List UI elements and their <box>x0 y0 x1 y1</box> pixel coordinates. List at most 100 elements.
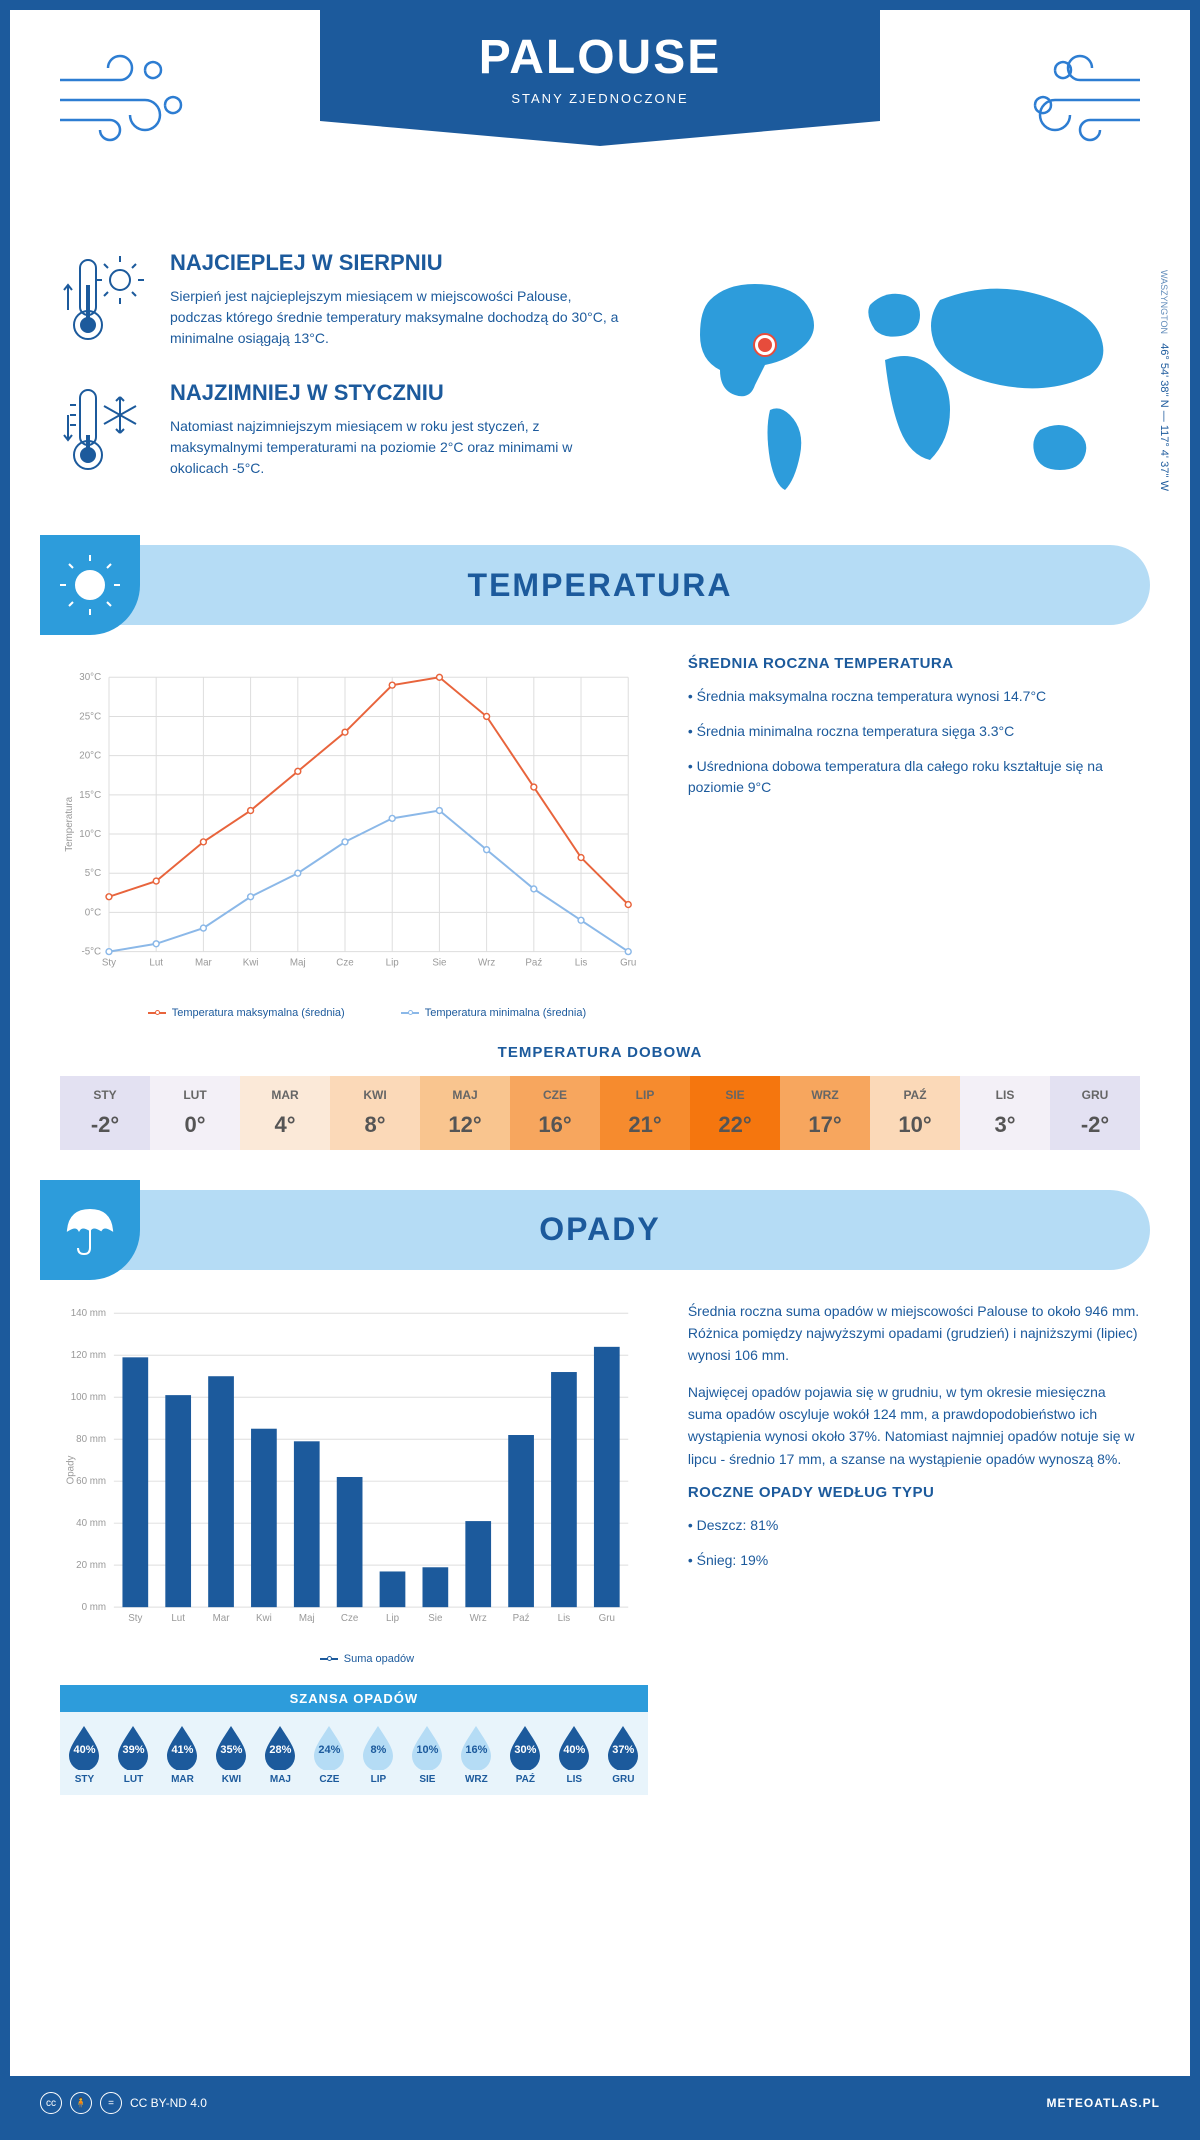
chance-cell: 37%GRU <box>599 1722 648 1785</box>
chance-cell: 30%PAŹ <box>501 1722 550 1785</box>
svg-text:Kwi: Kwi <box>243 957 259 968</box>
location-marker-icon <box>755 335 775 355</box>
raindrop-icon: 8% <box>359 1722 397 1770</box>
chance-cell: 41%MAR <box>158 1722 207 1785</box>
svg-text:5°C: 5°C <box>85 868 101 879</box>
svg-text:Sty: Sty <box>102 957 116 968</box>
chance-cell: 35%KWI <box>207 1722 256 1785</box>
site-name: METEOATLAS.PL <box>1047 2096 1160 2110</box>
fact-text: Natomiast najzimniejszym miesiącem w rok… <box>170 416 620 479</box>
svg-text:Lis: Lis <box>575 957 588 968</box>
svg-text:Lis: Lis <box>558 1612 571 1623</box>
svg-text:20°C: 20°C <box>79 751 101 762</box>
svg-text:Kwi: Kwi <box>256 1612 272 1623</box>
legend-min: Temperatura minimalna (średnia) <box>375 1007 586 1019</box>
chance-cell: 10%SIE <box>403 1722 452 1785</box>
svg-text:Maj: Maj <box>290 957 306 968</box>
section-title: OPADY <box>539 1211 660 1248</box>
summary-bullet: Średnia maksymalna roczna temperatura wy… <box>688 686 1140 707</box>
precip-type-item: Śnieg: 19% <box>688 1550 1140 1571</box>
precip-type-heading: ROCZNE OPADY WEDŁUG TYPU <box>688 1484 1140 1501</box>
svg-text:Paź: Paź <box>513 1612 530 1623</box>
precipitation-summary: Średnia roczna suma opadów w miejscowośc… <box>688 1300 1140 1795</box>
chance-cell: 40%LIS <box>550 1722 599 1785</box>
fact-coldest: NAJZIMNIEJ W STYCZNIU Natomiast najzimni… <box>60 380 620 480</box>
daily-temp-cell: CZE16° <box>510 1076 600 1150</box>
daily-temp-cell: LUT0° <box>150 1076 240 1150</box>
precipitation-chance-table: SZANSA OPADÓW 40%STY39%LUT41%MAR35%KWI28… <box>60 1685 648 1795</box>
wind-icon <box>1010 50 1150 150</box>
chance-cell: 40%STY <box>60 1722 109 1785</box>
svg-text:0°C: 0°C <box>85 907 101 918</box>
svg-text:-5°C: -5°C <box>81 947 101 958</box>
daily-temp-cell: MAR4° <box>240 1076 330 1150</box>
svg-text:20 mm: 20 mm <box>76 1560 106 1571</box>
svg-text:Sie: Sie <box>432 957 446 968</box>
raindrop-icon: 24% <box>310 1722 348 1770</box>
title-banner: PALOUSE STANY ZJEDNOCZONE <box>320 10 880 121</box>
legend-precip: Suma opadów <box>294 1653 414 1665</box>
svg-text:Sie: Sie <box>428 1612 442 1623</box>
raindrop-icon: 41% <box>163 1722 201 1770</box>
svg-text:Sty: Sty <box>128 1612 142 1623</box>
page-title: PALOUSE <box>320 30 880 85</box>
daily-temp-cell: WRZ17° <box>780 1076 870 1150</box>
section-title: TEMPERATURA <box>468 567 733 604</box>
raindrop-icon: 37% <box>604 1722 642 1770</box>
daily-temp-cell: LIS3° <box>960 1076 1050 1150</box>
raindrop-icon: 39% <box>114 1722 152 1770</box>
svg-text:15°C: 15°C <box>79 790 101 801</box>
raindrop-icon: 35% <box>212 1722 250 1770</box>
raindrop-icon: 30% <box>506 1722 544 1770</box>
chance-cell: 8%LIP <box>354 1722 403 1785</box>
raindrop-icon: 28% <box>261 1722 299 1770</box>
raindrop-icon: 16% <box>457 1722 495 1770</box>
temperature-summary: ŚREDNIA ROCZNA TEMPERATURA Średnia maksy… <box>688 655 1140 994</box>
svg-text:Temperatura: Temperatura <box>64 796 75 851</box>
footer: cc 🧍 = CC BY-ND 4.0 METEOATLAS.PL <box>10 2076 1190 2130</box>
sun-icon <box>40 535 140 635</box>
precip-paragraph: Średnia roczna suma opadów w miejscowośc… <box>688 1300 1140 1367</box>
svg-text:Mar: Mar <box>213 1612 231 1623</box>
svg-text:Lut: Lut <box>149 957 163 968</box>
thermometer-hot-icon <box>60 250 150 350</box>
svg-text:0 mm: 0 mm <box>82 1602 106 1613</box>
chance-cell: 39%LUT <box>109 1722 158 1785</box>
daily-temp-cell: GRU-2° <box>1050 1076 1140 1150</box>
daily-temp-cell: STY-2° <box>60 1076 150 1150</box>
svg-text:Lut: Lut <box>171 1612 185 1623</box>
svg-text:80 mm: 80 mm <box>76 1434 106 1445</box>
daily-temp-cell: KWI8° <box>330 1076 420 1150</box>
chance-title: SZANSA OPADÓW <box>60 1685 648 1712</box>
svg-text:120 mm: 120 mm <box>71 1350 106 1361</box>
chance-cell: 28%MAJ <box>256 1722 305 1785</box>
svg-text:Gru: Gru <box>599 1612 615 1623</box>
svg-text:100 mm: 100 mm <box>71 1392 106 1403</box>
section-header-precipitation: OPADY <box>50 1190 1150 1270</box>
by-icon: 🧍 <box>70 2092 92 2114</box>
fact-hottest: NAJCIEPLEJ W SIERPNIU Sierpień jest najc… <box>60 250 620 350</box>
page-subtitle: STANY ZJEDNOCZONE <box>320 91 880 106</box>
summary-bullet: Średnia minimalna roczna temperatura się… <box>688 721 1140 742</box>
svg-text:140 mm: 140 mm <box>71 1308 106 1319</box>
nd-icon: = <box>100 2092 122 2114</box>
svg-text:25°C: 25°C <box>79 711 101 722</box>
temperature-line-chart: -5°C0°C5°C10°C15°C20°C25°C30°CStyLutMarK… <box>60 655 648 994</box>
thermometer-cold-icon <box>60 380 150 480</box>
svg-text:Mar: Mar <box>195 957 213 968</box>
precip-paragraph: Najwięcej opadów pojawia się w grudniu, … <box>688 1381 1140 1471</box>
umbrella-icon <box>40 1180 140 1280</box>
license-text: CC BY-ND 4.0 <box>130 2096 207 2110</box>
header: PALOUSE STANY ZJEDNOCZONE <box>10 10 1190 210</box>
svg-text:Maj: Maj <box>299 1612 315 1623</box>
fact-title: NAJCIEPLEJ W SIERPNIU <box>170 250 620 276</box>
precip-type-item: Deszcz: 81% <box>688 1515 1140 1536</box>
chance-cell: 16%WRZ <box>452 1722 501 1785</box>
svg-text:Cze: Cze <box>341 1612 358 1623</box>
svg-text:10°C: 10°C <box>79 829 101 840</box>
svg-text:Wrz: Wrz <box>470 1612 487 1623</box>
license: cc 🧍 = CC BY-ND 4.0 <box>40 2092 207 2114</box>
svg-text:Opady: Opady <box>66 1455 77 1484</box>
svg-text:60 mm: 60 mm <box>76 1476 106 1487</box>
precipitation-bar-chart: 0 mm20 mm40 mm60 mm80 mm100 mm120 mm140 … <box>60 1300 648 1665</box>
